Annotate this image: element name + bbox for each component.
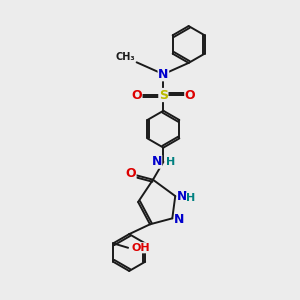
Text: O: O: [131, 88, 142, 101]
Text: S: S: [159, 88, 168, 101]
Text: OH: OH: [131, 243, 150, 253]
Text: O: O: [185, 88, 195, 101]
Text: N: N: [174, 213, 185, 226]
Text: O: O: [125, 167, 136, 180]
Text: H: H: [186, 193, 196, 203]
Text: N: N: [158, 68, 169, 81]
Text: N: N: [152, 155, 162, 168]
Text: N: N: [177, 190, 188, 202]
Text: CH₃: CH₃: [116, 52, 135, 62]
Text: H: H: [166, 157, 175, 167]
